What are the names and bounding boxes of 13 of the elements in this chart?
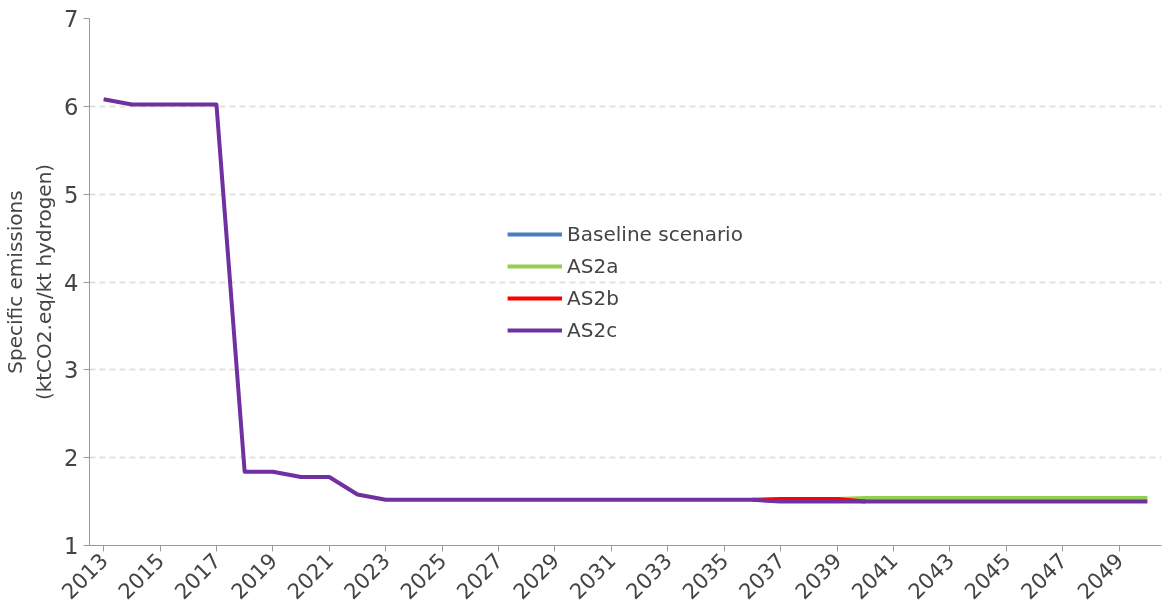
- y-tick-label: 3: [64, 357, 79, 384]
- legend-label: AS2c: [567, 317, 618, 342]
- legend-label: AS2a: [567, 253, 619, 278]
- y-tick-label: 1: [64, 533, 79, 559]
- y-tick-label: 4: [64, 269, 79, 296]
- legend-label: Baseline scenario: [567, 221, 743, 246]
- y-axis-title: Specific emissions (ktCO2.eq/kt hydrogen): [3, 163, 57, 401]
- line-series: [101, 97, 1150, 504]
- legend-label: AS2b: [567, 285, 619, 310]
- y-tick-label: 5: [64, 181, 79, 208]
- y-tick-label: 7: [64, 6, 79, 32]
- y-tick-label: 2: [64, 445, 79, 472]
- y-tick-label: 6: [64, 93, 79, 120]
